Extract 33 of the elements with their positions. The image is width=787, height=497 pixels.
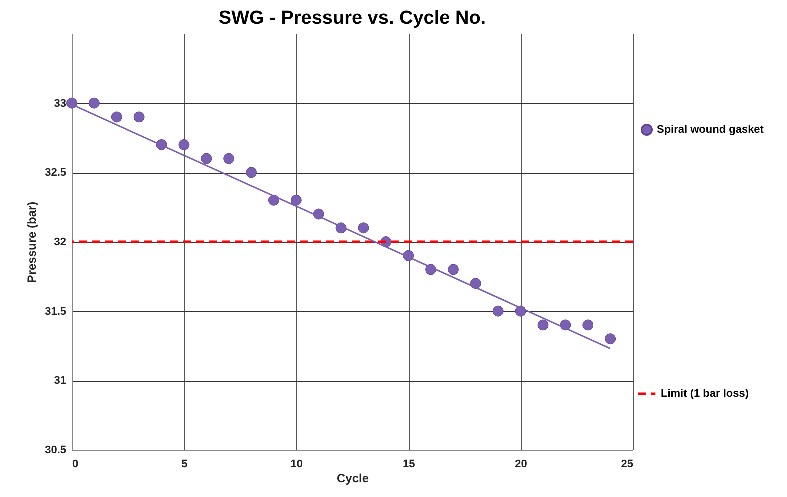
point [358, 222, 370, 234]
y-tick-label: 32 [54, 236, 66, 248]
point [605, 334, 616, 345]
y-tick-label: 32.5 [45, 167, 66, 180]
point [134, 112, 145, 123]
y-tick-label: 33 [54, 98, 66, 110]
x-tick-label: 0 [72, 458, 79, 470]
point [88, 98, 100, 109]
point [492, 306, 504, 317]
point [111, 112, 122, 123]
x-axis-title: Cycle [336, 472, 370, 486]
point [66, 98, 78, 109]
point [538, 320, 549, 331]
chart-title: SWG - Pressure vs. Cycle No. [218, 8, 486, 29]
legend-label: Limit (1 bar loss) [661, 388, 750, 400]
point [448, 264, 459, 276]
point [224, 153, 235, 164]
x-tick-label: 10 [290, 458, 304, 470]
y-tick-label: 31.5 [45, 306, 66, 318]
point [470, 278, 482, 290]
y-tick-label: 31 [54, 375, 66, 388]
point [290, 194, 302, 206]
y-axis-title: Pressure (bar) [25, 202, 40, 284]
legend-label: Spiral wound gasket [657, 124, 764, 136]
x-tick-label: 5 [182, 458, 188, 470]
point [582, 320, 594, 331]
x-tick-label: 20 [515, 458, 528, 470]
x-tick-label: 15 [402, 458, 416, 470]
point [201, 153, 212, 164]
point [246, 167, 258, 178]
y-tick-label: 30.5 [45, 444, 66, 456]
x-tick-label: 25 [621, 458, 634, 470]
point [178, 139, 190, 150]
